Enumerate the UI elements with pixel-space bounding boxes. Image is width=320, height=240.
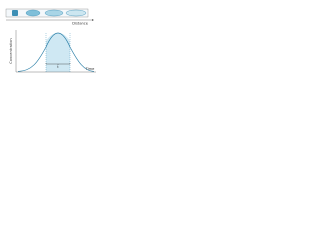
curve [17, 32, 95, 72]
y-axis-label: Concentration [9, 38, 13, 63]
diagram: Distance t Time Concentration [5, 8, 96, 73]
interval-brace [45, 63, 71, 65]
axis-label: Distance [72, 22, 89, 26]
arrow-head [92, 19, 94, 21]
x-axis-label: Time [85, 67, 96, 71]
plug [25, 9, 41, 17]
top-panel: Distance [5, 8, 94, 26]
bottom-panel: t Time Concentration [9, 30, 96, 73]
plug [44, 9, 64, 17]
plug [12, 10, 18, 16]
shaded-band [46, 33, 70, 72]
plug [65, 9, 87, 17]
interval-label: t [57, 65, 59, 69]
